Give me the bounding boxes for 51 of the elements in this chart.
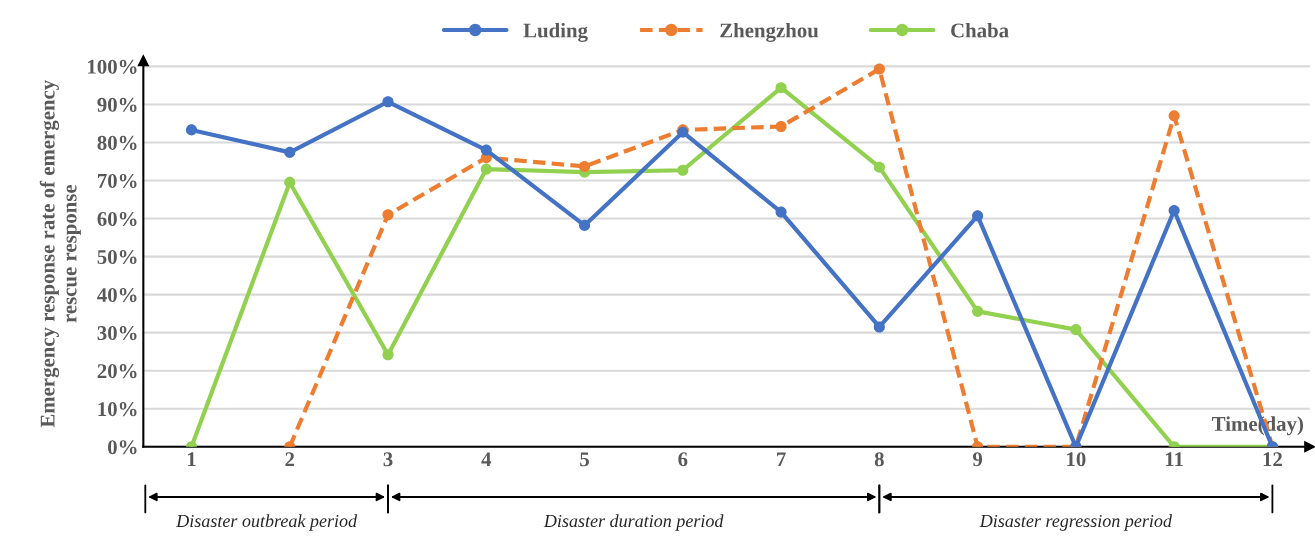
point xyxy=(284,176,296,188)
point xyxy=(480,163,492,175)
x-tick-label: 1 xyxy=(187,452,196,467)
point xyxy=(284,146,296,158)
y-tick-label: 0% xyxy=(108,440,137,455)
x-tick-label: 2 xyxy=(285,452,295,467)
text: Disaster duration period xyxy=(543,514,724,531)
point xyxy=(775,120,787,133)
point xyxy=(873,63,885,75)
point xyxy=(775,82,787,94)
point xyxy=(972,305,984,317)
y-tick-label: 90% xyxy=(97,97,137,112)
point xyxy=(1168,110,1180,122)
x-tick-label: 6 xyxy=(678,452,688,467)
x-tick-label: 7 xyxy=(777,452,786,467)
text: Disaster regression period xyxy=(979,514,1173,531)
legend-label: Luding xyxy=(523,22,588,42)
point xyxy=(382,209,394,221)
y-tick-label: 50% xyxy=(97,249,137,265)
x-tick-label: 10 xyxy=(1067,452,1086,467)
point xyxy=(578,219,591,231)
legend-label: Zhengzhou xyxy=(720,22,819,42)
point xyxy=(775,206,787,218)
x-tick-label: 12 xyxy=(1263,452,1282,467)
point xyxy=(185,124,198,136)
x-tick-label: 9 xyxy=(972,452,983,467)
point xyxy=(382,349,394,361)
text: Disaster outbreak period xyxy=(176,514,358,531)
y-tick-label: 10% xyxy=(98,402,137,417)
x-tick-label: 5 xyxy=(580,452,589,467)
point xyxy=(382,96,394,108)
legend-label: Chaba xyxy=(951,22,1009,38)
y-tick-label: 70% xyxy=(98,173,137,189)
point xyxy=(873,161,885,173)
y-tick-label: 60% xyxy=(97,211,137,227)
y-tick-label: 100% xyxy=(88,59,137,74)
point xyxy=(480,144,492,156)
point xyxy=(873,321,885,333)
y-axis-title: Emergency response rate of emergency rescue response xyxy=(39,80,81,428)
y-tick-label: 30% xyxy=(97,326,137,341)
y-tick-label: 40% xyxy=(97,288,137,303)
point xyxy=(677,164,689,176)
y-tick-label: 20% xyxy=(97,364,137,379)
point xyxy=(1070,324,1082,336)
x-tick-label: 3 xyxy=(383,452,393,467)
x-tick-label: 4 xyxy=(481,452,492,467)
point xyxy=(578,160,591,172)
x-tick-label: 8 xyxy=(874,452,884,467)
x-tick-label: 11 xyxy=(1165,452,1183,467)
y-tick-label: 80% xyxy=(97,135,137,150)
point xyxy=(972,210,984,222)
